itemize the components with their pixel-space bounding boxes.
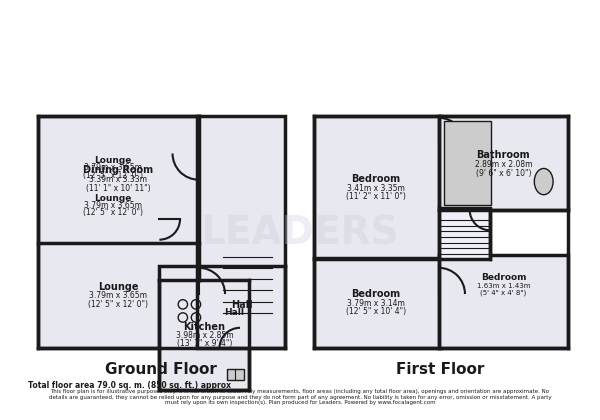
Bar: [314, 257, 440, 349]
Bar: [197, 116, 285, 349]
Bar: [160, 266, 250, 390]
Text: Lounge: Lounge: [94, 157, 131, 165]
Text: (9' 6" x 6' 10"): (9' 6" x 6' 10"): [476, 169, 531, 178]
Text: (11' 1" x 10' 11"): (11' 1" x 10' 11"): [86, 184, 151, 193]
Bar: [445, 121, 491, 205]
Text: (11' 2" x 11' 0"): (11' 2" x 11' 0"): [346, 192, 406, 201]
Text: Hall: Hall: [224, 308, 244, 317]
Text: (12' 5" x 12' 0"): (12' 5" x 12' 0"): [83, 208, 143, 217]
Text: Total floor area 79.0 sq. m. (850 sq. ft.) approx: Total floor area 79.0 sq. m. (850 sq. ft…: [28, 381, 231, 391]
Bar: [314, 116, 440, 260]
Bar: [38, 116, 199, 349]
Bar: [439, 116, 568, 210]
Bar: [439, 255, 568, 349]
Text: 3.79m x 3.65m: 3.79m x 3.65m: [89, 291, 147, 300]
Text: (12' 5" x 10' 4"): (12' 5" x 10' 4"): [346, 307, 406, 316]
Text: First Floor: First Floor: [397, 362, 485, 377]
Bar: [439, 208, 490, 260]
Text: 3.79m x 3.65m: 3.79m x 3.65m: [83, 163, 142, 172]
Text: Lounge: Lounge: [98, 281, 139, 291]
Text: LEADERS: LEADERS: [201, 214, 399, 252]
Text: (5' 4" x 4' 8"): (5' 4" x 4' 8"): [480, 290, 527, 297]
Ellipse shape: [535, 168, 553, 195]
Text: 3.39m x 3.33m: 3.39m x 3.33m: [89, 175, 147, 184]
Text: 3.98m x 2.85m: 3.98m x 2.85m: [176, 331, 233, 340]
Text: Bathroom: Bathroom: [476, 150, 530, 160]
Text: 2.89m x 2.08m: 2.89m x 2.08m: [475, 160, 532, 169]
Text: Bedroom: Bedroom: [352, 174, 400, 184]
Text: (12' 5" x 12' 0"): (12' 5" x 12' 0"): [88, 300, 148, 309]
Text: 3.79m x 3.14m: 3.79m x 3.14m: [347, 299, 405, 308]
Bar: [227, 369, 244, 380]
Text: Kitchen: Kitchen: [184, 322, 226, 332]
Text: This floor plan is for illustrative purposes only. It is not drawn to scale. Any: This floor plan is for illustrative purp…: [49, 389, 551, 405]
Text: Lounge: Lounge: [94, 194, 131, 203]
Text: Bedroom: Bedroom: [352, 289, 400, 299]
Text: 1.63m x 1.43m: 1.63m x 1.43m: [476, 283, 530, 289]
Text: Bedroom: Bedroom: [481, 273, 526, 282]
Text: (12' 5" x 12' 0"): (12' 5" x 12' 0"): [83, 171, 143, 179]
Text: 3.79m x 3.65m: 3.79m x 3.65m: [83, 200, 142, 210]
Text: Ground Floor: Ground Floor: [106, 362, 217, 377]
Text: (13' 1" x 9' 4"): (13' 1" x 9' 4"): [177, 339, 232, 348]
Text: 3.41m x 3.35m: 3.41m x 3.35m: [347, 184, 405, 193]
Text: Dining Room: Dining Room: [83, 165, 153, 175]
Text: Hall: Hall: [231, 300, 253, 310]
